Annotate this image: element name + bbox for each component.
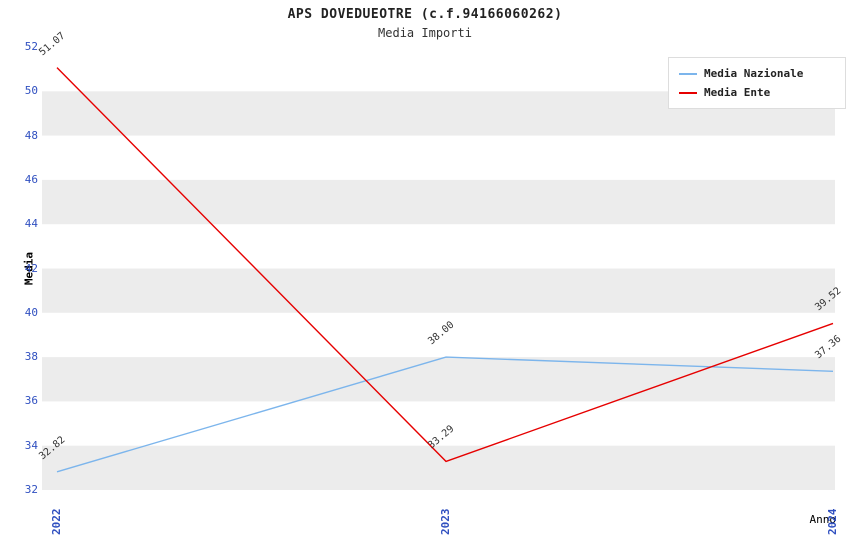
y-tick-label: 40 [24,305,38,319]
y-tick-label: 44 [24,217,38,231]
plot-band [42,357,835,402]
y-tick-label: 52 [24,40,38,53]
legend-line-swatch-ente [679,91,697,94]
legend: Media Nazionale Media Ente [668,57,846,109]
y-tick-label: 48 [24,128,38,142]
y-tick-label: 42 [24,261,38,275]
chart-subtitle: Media Importi [378,26,472,40]
legend-line-swatch-nazionale [679,72,697,75]
plot-band [42,445,835,490]
x-tick-label: 2022 [50,508,63,536]
plot-band [42,179,835,225]
y-tick-label: 32 [24,483,38,496]
series-line-media-ente[interactable] [56,67,834,463]
x-tick-label: 2023 [439,508,452,536]
chart-title: APS DOVEDUEOTRE (c.f.94166060262) [287,7,563,22]
legend-label-ente: Media Ente [704,86,771,99]
legend-item-media-nazionale[interactable]: Media Nazionale [679,64,835,83]
y-tick-label: 34 [24,438,38,452]
y-tick-label: 38 [24,350,38,364]
y-tick-label: 46 [24,172,38,186]
y-tick-label: 36 [24,394,38,408]
series-line-media-nazionale[interactable] [56,356,834,473]
legend-label-nazionale: Media Nazionale [704,67,804,80]
x-axis-label: Anno [809,513,837,526]
legend-item-media-ente[interactable]: Media Ente [679,83,835,102]
x-tick-label: 2024 [826,508,839,536]
y-tick-label: 50 [24,84,38,98]
plot-band [42,268,835,313]
